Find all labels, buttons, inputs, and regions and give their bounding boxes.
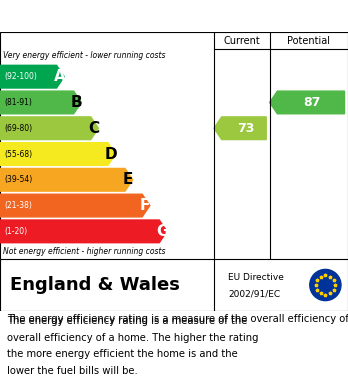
Text: Energy Efficiency Rating: Energy Efficiency Rating <box>60 7 288 25</box>
Text: (81-91): (81-91) <box>4 98 32 107</box>
Text: C: C <box>88 121 100 136</box>
Polygon shape <box>0 194 150 217</box>
Text: 73: 73 <box>237 122 254 135</box>
Text: 87: 87 <box>304 96 321 109</box>
Polygon shape <box>0 220 167 243</box>
Text: D: D <box>105 147 117 161</box>
Text: The energy efficiency rating is a measure of the overall efficiency of a home. T: The energy efficiency rating is a measur… <box>7 314 348 324</box>
Text: Very energy efficient - lower running costs: Very energy efficient - lower running co… <box>3 51 166 60</box>
Polygon shape <box>0 65 64 88</box>
Text: 2002/91/EC: 2002/91/EC <box>228 290 280 299</box>
Text: lower the fuel bills will be.: lower the fuel bills will be. <box>7 366 138 376</box>
Polygon shape <box>0 117 98 140</box>
Text: England & Wales: England & Wales <box>10 276 180 294</box>
Text: (21-38): (21-38) <box>4 201 32 210</box>
Text: Current: Current <box>223 36 260 45</box>
Text: (92-100): (92-100) <box>4 72 37 81</box>
Polygon shape <box>0 143 116 165</box>
Text: The energy efficiency rating is a measure of the: The energy efficiency rating is a measur… <box>7 316 247 326</box>
Text: (69-80): (69-80) <box>4 124 32 133</box>
Text: (1-20): (1-20) <box>4 227 27 236</box>
Polygon shape <box>0 169 133 191</box>
Text: (39-54): (39-54) <box>4 175 32 184</box>
Text: overall efficiency of a home. The higher the rating: overall efficiency of a home. The higher… <box>7 333 259 343</box>
Text: Not energy efficient - higher running costs: Not energy efficient - higher running co… <box>3 247 166 256</box>
Text: the more energy efficient the home is and the: the more energy efficient the home is an… <box>7 349 238 359</box>
Polygon shape <box>270 91 345 114</box>
Text: G: G <box>156 224 168 239</box>
Ellipse shape <box>310 269 341 301</box>
Polygon shape <box>0 91 81 114</box>
Text: (55-68): (55-68) <box>4 149 32 158</box>
Text: B: B <box>71 95 82 110</box>
Polygon shape <box>214 117 266 140</box>
Text: Potential: Potential <box>287 36 330 45</box>
Text: A: A <box>54 69 65 84</box>
Text: F: F <box>140 198 150 213</box>
Text: EU Directive: EU Directive <box>228 273 284 282</box>
Text: E: E <box>123 172 133 187</box>
